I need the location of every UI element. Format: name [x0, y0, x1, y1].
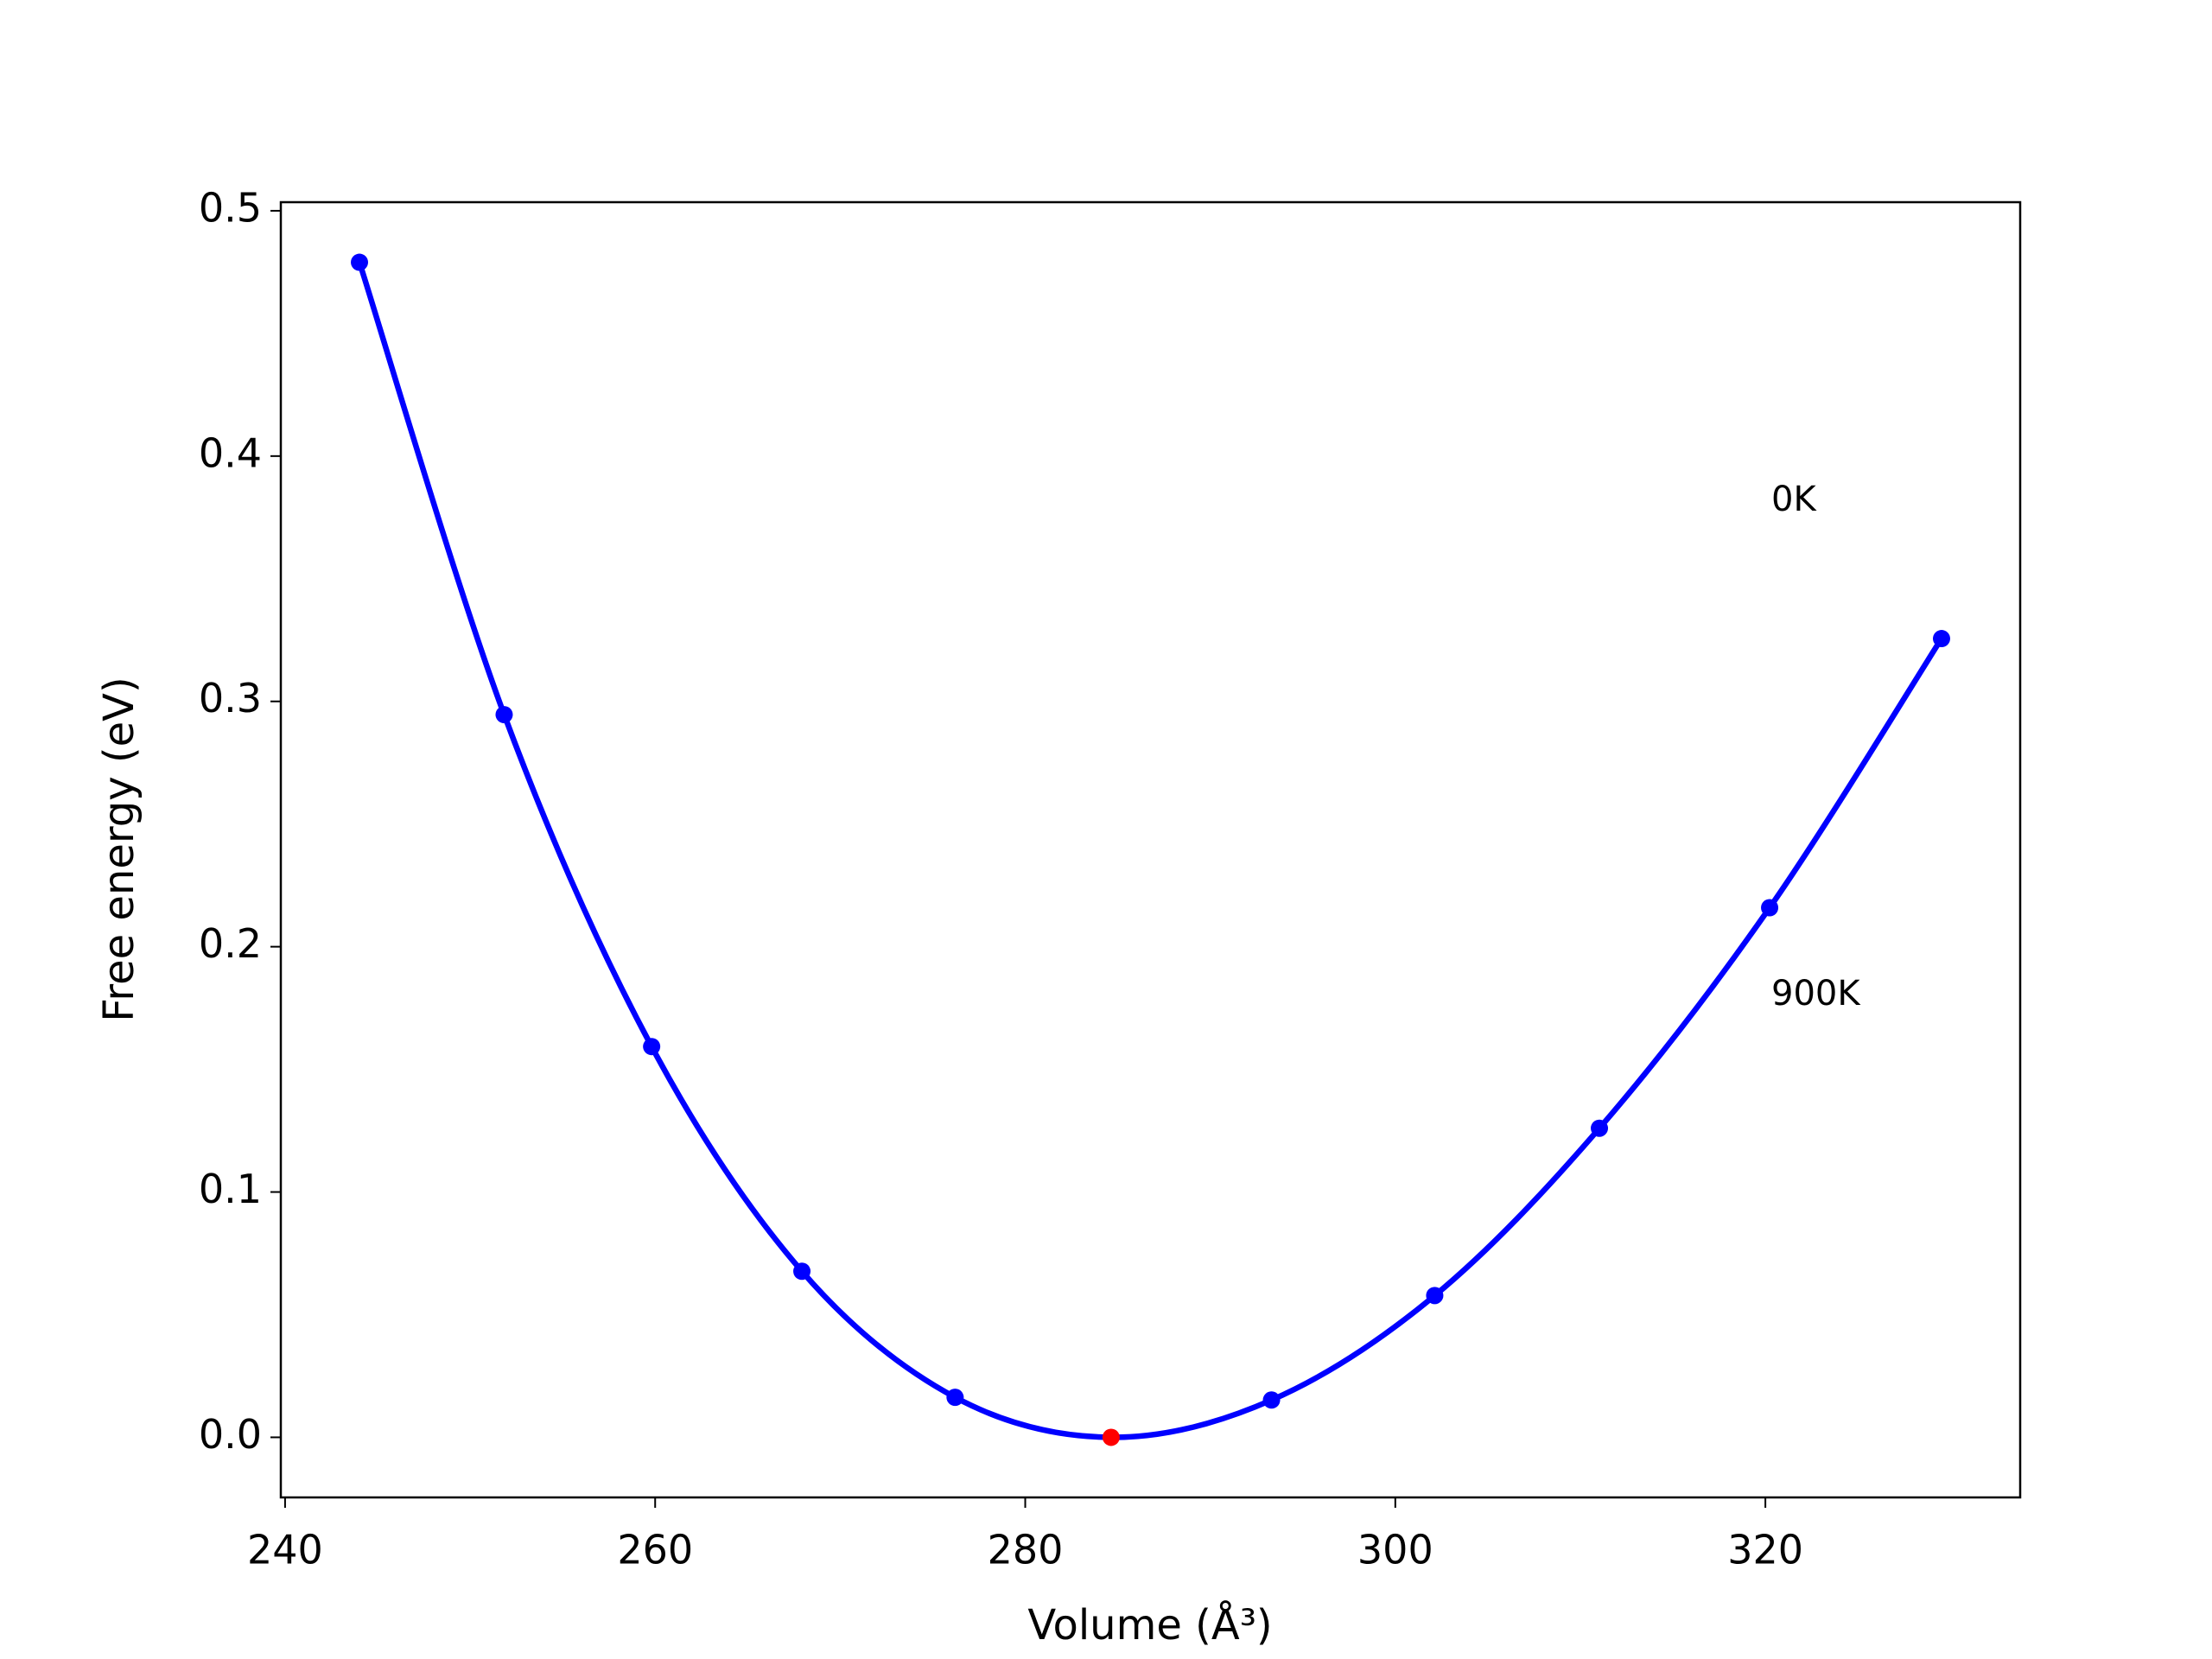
y-tick-label: 0.4 [199, 429, 262, 476]
point [1932, 630, 1950, 648]
y-tick-label: 0.1 [199, 1166, 262, 1212]
x-tick-label: 260 [617, 1527, 693, 1573]
x-axis-label: Volume (Å³) [1027, 1600, 1272, 1649]
point [946, 1389, 964, 1407]
x-tick-label: 300 [1357, 1527, 1433, 1573]
x-tick-label: 280 [988, 1527, 1064, 1573]
point [351, 253, 369, 271]
annotation: 0K [1771, 480, 1817, 519]
y-axis-label: Free energy (eV) [95, 677, 143, 1021]
point [1426, 1287, 1444, 1305]
point [1761, 899, 1779, 917]
point [495, 706, 513, 724]
highlight-point [1102, 1428, 1120, 1446]
point [1591, 1119, 1609, 1137]
point [793, 1262, 811, 1281]
annotation: 900K [1771, 974, 1861, 1014]
x-tick-label: 240 [247, 1527, 323, 1573]
point [643, 1038, 661, 1056]
point [1262, 1391, 1281, 1409]
y-tick-label: 0.5 [199, 184, 262, 231]
curve [356, 261, 1944, 1440]
y-tick-label: 0.0 [199, 1411, 262, 1458]
plot-frame [279, 200, 2022, 1499]
x-tick-label: 320 [1727, 1527, 1803, 1573]
y-tick-label: 0.3 [199, 675, 262, 721]
y-tick-label: 0.2 [199, 920, 262, 967]
